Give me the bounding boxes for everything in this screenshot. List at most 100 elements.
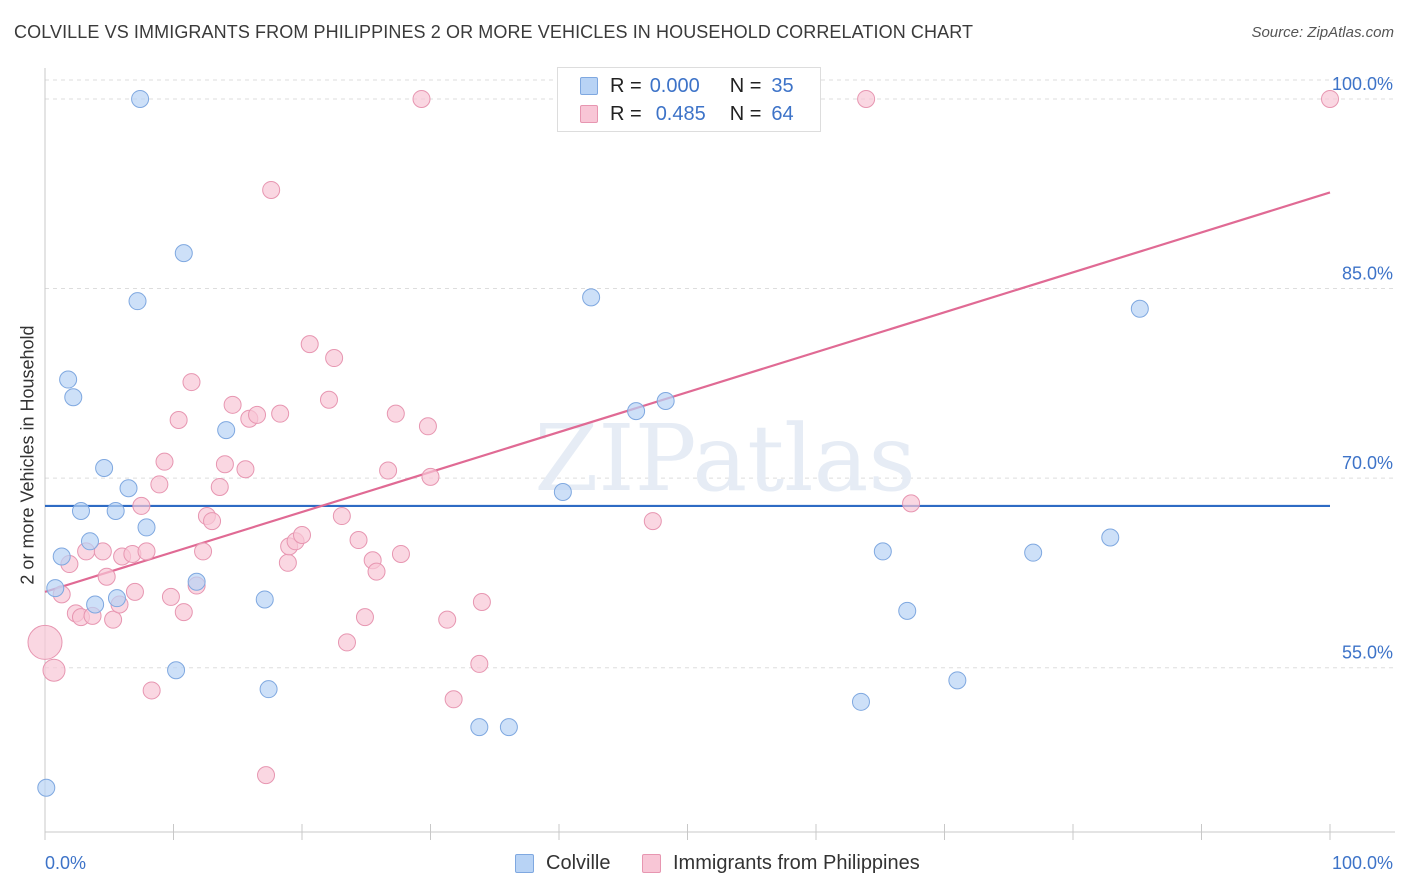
philippines-point xyxy=(472,592,491,611)
x-tick-label: 100.0% xyxy=(1332,853,1393,873)
colville-point xyxy=(131,89,150,108)
philippines-point xyxy=(355,608,374,627)
philippines-point xyxy=(332,507,351,526)
philippines-point xyxy=(137,542,156,561)
philippines-point xyxy=(150,475,169,494)
philippines-point xyxy=(300,335,319,354)
philippines-point xyxy=(293,525,311,544)
colville-point xyxy=(64,388,83,407)
r-label: R = xyxy=(610,74,642,97)
philippines-point xyxy=(262,180,281,199)
n-value: 64 xyxy=(771,102,794,125)
philippines-point xyxy=(93,542,112,561)
colville-point xyxy=(259,680,278,699)
colville-point xyxy=(1024,543,1043,562)
philippines-point xyxy=(182,373,201,392)
colville-point xyxy=(948,671,967,690)
philippines-point xyxy=(857,89,876,108)
tick-labels: 55.0% 70.0% 85.0% 100.0% 0.0% 100.0% xyxy=(45,74,1393,873)
philippines-point xyxy=(142,681,161,700)
philippines-point xyxy=(325,349,344,368)
legend-item-philippines: Immigrants from Philippines xyxy=(642,852,920,875)
philippines-point xyxy=(643,512,662,531)
philippines-point xyxy=(97,567,116,586)
trend-lines xyxy=(44,191,1331,593)
n-value: 35 xyxy=(771,74,794,97)
colville-point xyxy=(37,778,56,797)
philippines-point xyxy=(125,582,144,601)
grid-lines xyxy=(45,79,1395,669)
philippines-point xyxy=(902,494,921,513)
colville-point xyxy=(137,518,156,537)
philippines-point xyxy=(257,766,276,785)
philippines-point xyxy=(215,455,234,474)
n-label: N = xyxy=(729,74,762,97)
philippines-point xyxy=(248,405,267,424)
colville-point xyxy=(86,595,105,614)
data-points xyxy=(27,89,1339,797)
chart-title: COLVILLE VS IMMIGRANTS FROM PHILIPPINES … xyxy=(14,22,974,42)
colville-point xyxy=(217,421,236,440)
colville-point xyxy=(107,589,126,608)
philippines-point xyxy=(1321,89,1339,108)
philippines-point xyxy=(42,658,66,682)
colville-point xyxy=(71,501,90,520)
philippines-point xyxy=(421,467,440,486)
philippines-point xyxy=(444,690,463,709)
philippines-point xyxy=(174,603,193,622)
colville-point xyxy=(128,292,147,311)
philippines-point xyxy=(391,544,410,563)
philippines-point xyxy=(367,562,386,581)
watermark: ZIPatlas xyxy=(534,405,915,512)
philippines-point xyxy=(210,477,229,496)
philippines-point xyxy=(236,460,255,479)
legend-item-colville: Colville xyxy=(515,852,610,875)
colville-point xyxy=(470,718,489,737)
colville-point xyxy=(95,459,114,478)
philippines-point xyxy=(161,587,180,606)
philippines-point xyxy=(278,553,297,572)
colville-point xyxy=(873,542,892,561)
stats-row-colville: R = 0.000 N = 35 xyxy=(580,74,794,98)
philippines-swatch xyxy=(580,105,598,123)
philippines-point xyxy=(379,461,398,480)
r-value: 0.485 xyxy=(655,102,706,125)
colville-point xyxy=(656,392,675,411)
philippines-point xyxy=(169,410,188,429)
legend-label: Colville xyxy=(546,852,611,874)
colville-point xyxy=(167,661,186,680)
colville-point xyxy=(174,244,193,263)
colville-point xyxy=(1101,528,1120,547)
philippines-point xyxy=(386,404,405,423)
colville-point xyxy=(553,483,572,502)
colville-point xyxy=(582,288,601,307)
colville-point xyxy=(898,601,917,620)
philippines-point xyxy=(194,542,213,561)
colville-point xyxy=(187,572,206,591)
philippines-point xyxy=(27,624,63,660)
colville-point xyxy=(46,579,65,598)
colville-point xyxy=(52,547,71,566)
colville-point xyxy=(851,692,870,711)
colville-point xyxy=(59,370,78,389)
philippines-point xyxy=(223,395,242,414)
philippines-point xyxy=(155,452,174,471)
philippines-point xyxy=(349,531,368,550)
r-label: R = xyxy=(610,102,642,125)
y-tick-label: 70.0% xyxy=(1342,453,1393,473)
n-label: N = xyxy=(729,102,762,125)
philippines-point xyxy=(271,404,290,423)
colville-point xyxy=(106,501,125,520)
philippines-legend-swatch xyxy=(642,854,661,873)
philippines-point xyxy=(412,89,431,108)
colville-swatch xyxy=(580,77,598,95)
y-tick-label: 85.0% xyxy=(1342,264,1393,284)
stats-legend: R = 0.000 N = 35 R = 0.485 N = 64 xyxy=(557,67,821,132)
y-tick-label: 100.0% xyxy=(1332,74,1393,94)
colville-point xyxy=(80,532,99,551)
philippines-point xyxy=(337,633,356,652)
legend-label: Immigrants from Philippines xyxy=(673,852,920,874)
philippines-trend-line xyxy=(44,191,1331,593)
philippines-point xyxy=(470,654,489,673)
